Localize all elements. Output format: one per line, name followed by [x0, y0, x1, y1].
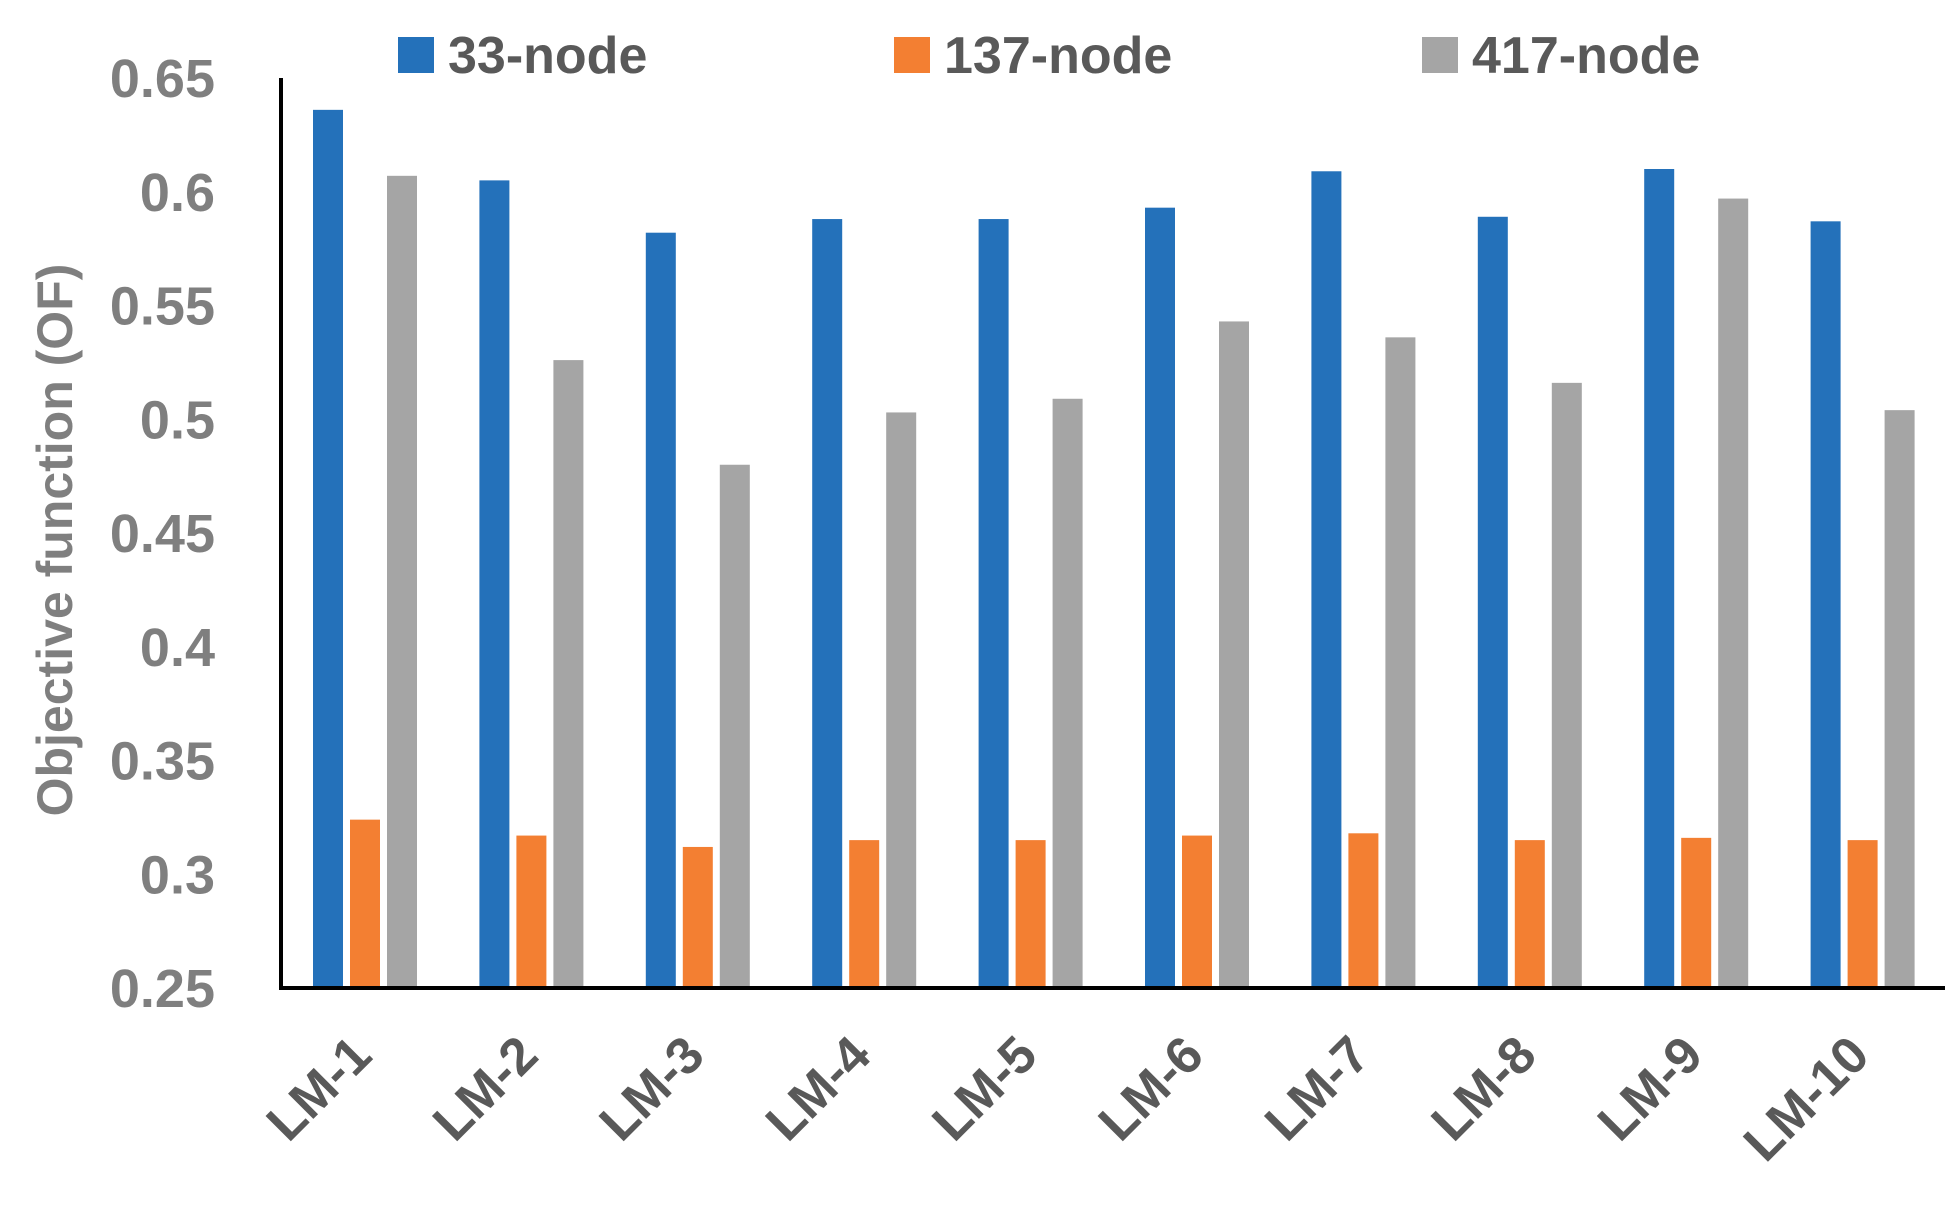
bar-417-node-LM-6	[1219, 321, 1249, 988]
bar-137-node-LM-10	[1847, 840, 1878, 988]
legend-label: 33-node	[448, 27, 647, 85]
bar-137-node-LM-8	[1514, 840, 1545, 988]
x-tick-label: LM-6	[1088, 1025, 1215, 1152]
legend-swatch-417-node	[1422, 37, 1458, 73]
y-tick-label: 0.65	[110, 49, 215, 109]
bars	[313, 109, 1915, 989]
x-tick-label: LM-4	[755, 1025, 882, 1152]
x-tick-label: LM-2	[422, 1025, 549, 1152]
x-tick-label: LM-8	[1421, 1025, 1548, 1152]
bar-33-node-LM-4	[812, 219, 843, 989]
y-axis-ticks: 0.25 0.3 0.35 0.4 0.45 0.5 0.55 0.6 0.65	[110, 49, 215, 1019]
legend-label: 417-node	[1472, 27, 1700, 85]
bar-417-node-LM-10	[1884, 410, 1915, 988]
bar-137-node-LM-2	[516, 835, 547, 988]
bar-137-node-LM-6	[1182, 835, 1212, 988]
bar-137-node-LM-5	[1015, 840, 1046, 988]
bar-33-node-LM-9	[1644, 169, 1675, 988]
bar-417-node-LM-2	[553, 360, 584, 989]
y-axis-title: Objective function (OF)	[27, 264, 83, 817]
x-tick-label: LM-9	[1587, 1025, 1714, 1152]
bar-137-node-LM-4	[849, 840, 880, 988]
legend-swatch-137-node	[894, 37, 930, 73]
y-tick-label: 0.5	[140, 390, 215, 450]
bar-33-node-LM-1	[313, 109, 343, 989]
bar-417-node-LM-3	[719, 464, 750, 988]
x-tick-label: LM-3	[589, 1025, 716, 1152]
y-tick-label: 0.55	[110, 277, 215, 337]
bar-417-node-LM-1	[387, 175, 417, 988]
bar-33-node-LM-5	[978, 219, 1009, 989]
bar-33-node-LM-8	[1477, 216, 1508, 988]
bar-137-node-LM-3	[682, 846, 713, 988]
y-tick-label: 0.6	[140, 163, 215, 223]
legend: 33-node 137-node 417-node	[398, 27, 1700, 85]
bar-417-node-LM-4	[886, 412, 917, 988]
bar-33-node-LM-3	[645, 232, 676, 988]
y-tick-label: 0.35	[110, 732, 215, 792]
bar-417-node-LM-8	[1551, 382, 1582, 989]
legend-label: 137-node	[944, 27, 1172, 85]
bar-137-node-LM-9	[1681, 837, 1712, 988]
y-tick-label: 0.4	[140, 618, 215, 678]
bar-137-node-LM-1	[350, 819, 380, 988]
y-tick-label: 0.3	[140, 845, 215, 905]
y-tick-label: 0.25	[110, 959, 215, 1019]
x-tick-label: LM-7	[1254, 1025, 1381, 1152]
x-tick-label: LM-10	[1733, 1025, 1880, 1172]
x-axis-labels: LM-1 LM-2 LM-3 LM-4 LM-5 LM-6 LM-7 LM-8 LM-9 LM-1…	[256, 1025, 1880, 1172]
x-tick-label: LM-1	[256, 1025, 383, 1152]
bar-417-node-LM-9	[1718, 198, 1749, 988]
bar-417-node-LM-7	[1385, 337, 1416, 989]
bar-417-node-LM-5	[1052, 398, 1083, 988]
x-tick-label: LM-5	[921, 1025, 1048, 1152]
bar-33-node-LM-7	[1311, 171, 1342, 988]
bar-137-node-LM-7	[1348, 833, 1379, 988]
bar-33-node-LM-10	[1810, 221, 1841, 988]
bar-33-node-LM-2	[479, 180, 510, 988]
y-tick-label: 0.45	[110, 504, 215, 564]
bar-33-node-LM-6	[1145, 207, 1175, 989]
legend-swatch-33-node	[398, 37, 434, 73]
